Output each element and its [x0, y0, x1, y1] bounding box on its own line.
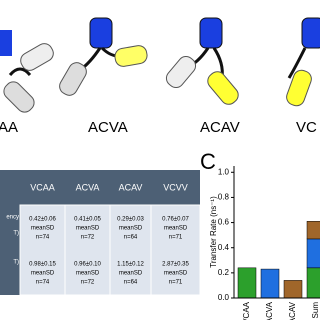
table-cell — [64, 204, 111, 296]
table-cell-text: 0.29±0.03 — [117, 217, 144, 223]
table-cell-text: n=74 — [36, 235, 50, 241]
table-cell-text: 0.41±0.05 — [74, 217, 101, 223]
diagram-label: ACVA — [88, 119, 128, 136]
table-cell-text: meanSD — [31, 271, 55, 277]
table-cell — [150, 204, 201, 296]
bar — [306, 221, 320, 240]
diagram-label: VC — [296, 119, 317, 136]
table-cell-text: 0.96±0.10 — [74, 262, 101, 268]
x-tick-label: ACVA — [265, 301, 274, 320]
y-tick-label: 0.2 — [218, 268, 230, 277]
bar — [306, 238, 320, 269]
table-cell-text: meanSD — [119, 271, 143, 277]
table-header: VCVV — [163, 182, 188, 192]
diagram-label: ACAV — [200, 119, 240, 136]
table-header: ACAV — [119, 182, 143, 192]
y-tick-label: 0.4 — [218, 243, 230, 252]
row-label: T) — [13, 231, 19, 237]
table-cell-text: 1.15±0.12 — [117, 262, 144, 268]
table-cell-text: meanSD — [119, 226, 143, 232]
y-tick-label: 0.0 — [218, 293, 230, 302]
table-cell-text: meanSD — [76, 271, 100, 277]
table-cell — [19, 204, 66, 296]
y-tick-label: 1.0 — [218, 167, 230, 176]
x-tick-label: VCAA — [242, 301, 251, 320]
table-header-bg — [0, 170, 200, 205]
table-cell-text: meanSD — [76, 226, 100, 232]
molecule-diagrams — [0, 17, 320, 113]
panel-label: C — [200, 149, 216, 174]
x-tick-label: ACAV — [288, 301, 297, 320]
table-cell-text: n=64 — [124, 280, 138, 286]
y-axis-label: Transfer Rate (ns⁻¹) — [209, 196, 218, 268]
table-cell-text: 0.98±0.15 — [29, 262, 56, 268]
table-cell-text: n=71 — [169, 280, 183, 286]
table-cell-text: meanSD — [164, 271, 188, 277]
bar — [237, 267, 257, 299]
diagram-label: AA — [0, 119, 18, 136]
table-cell-text: n=64 — [124, 235, 138, 241]
y-tick-label: 0.6 — [218, 218, 230, 227]
bar — [306, 267, 320, 299]
table-rowlabel-bg — [0, 205, 20, 295]
table-cell-text: n=71 — [169, 235, 183, 241]
table-cell-text: meanSD — [31, 226, 55, 232]
table-header: ACVA — [76, 182, 100, 192]
row-label: ency — [6, 215, 19, 221]
table-cell-text: n=72 — [81, 235, 95, 241]
row-label: T) — [13, 260, 19, 266]
y-tick-label: 0.8 — [218, 193, 230, 202]
bar — [260, 268, 280, 299]
table-cell-text: meanSD — [164, 226, 188, 232]
table-cell-text: 0.42±0.06 — [29, 217, 56, 223]
cap — [0, 30, 12, 56]
table-cell-text: n=74 — [36, 280, 50, 286]
table-header: VCAA — [30, 182, 55, 192]
x-tick-label: Sum — [311, 302, 320, 319]
table-cell-text: 2.87±0.35 — [162, 262, 189, 268]
table-cell-text: 0.76±0.07 — [162, 217, 189, 223]
bar — [283, 280, 303, 299]
table-cell-text: n=72 — [81, 280, 95, 286]
